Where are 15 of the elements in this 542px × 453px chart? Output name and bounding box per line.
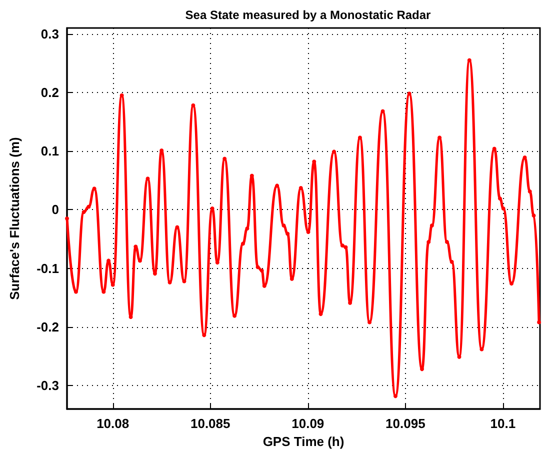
x-tick-label: 10.08 [96,416,130,431]
y-tick-label: 0.2 [40,84,59,100]
y-tick-label: 0 [52,202,59,218]
x-tick-label: 10.085 [190,416,230,431]
chart-title: Sea State measured by a Monostatic Radar [185,8,432,22]
y-tick-label: -0.2 [36,319,59,334]
x-tick-label: 10.09 [292,416,324,431]
x-tick-label: 10.095 [386,416,426,431]
y-tick-label: -0.1 [36,260,59,276]
x-tick-label: 10.1 [490,416,516,431]
y-tick-label: -0.3 [36,378,59,394]
y-tick-label: 0.1 [40,144,59,159]
x-axis-title: GPS Time (h) [262,434,344,449]
y-tick-label: 0.3 [40,26,59,42]
y-axis-title: Surface's Fluctuations (m) [7,137,22,300]
